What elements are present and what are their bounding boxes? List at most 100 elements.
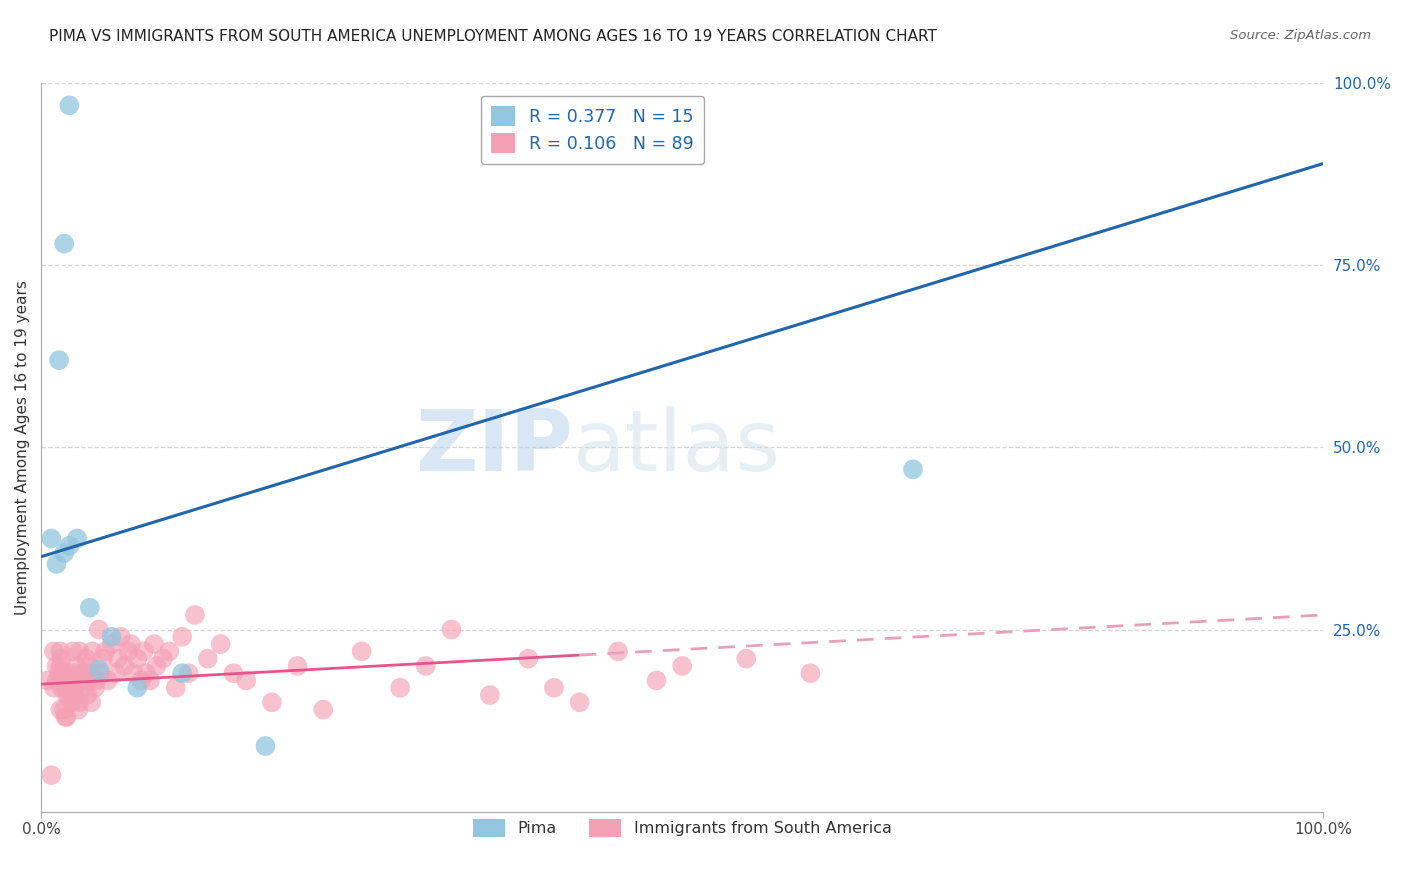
Text: Source: ZipAtlas.com: Source: ZipAtlas.com: [1230, 29, 1371, 42]
Point: [120, 637, 142, 651]
Point: [60, 695, 83, 709]
Point: [79, 659, 101, 673]
Point: [77, 673, 100, 688]
Point: [66, 659, 89, 673]
Point: [139, 673, 162, 688]
Y-axis label: Unemployment Among Ages 16 to 19 years: Unemployment Among Ages 16 to 19 years: [15, 280, 30, 615]
Text: atlas: atlas: [574, 406, 782, 489]
Point: [69, 644, 91, 658]
Point: [82, 666, 104, 681]
Point: [260, 695, 283, 709]
Point: [84, 681, 107, 695]
Point: [607, 644, 630, 658]
Point: [41, 532, 63, 546]
Point: [73, 681, 96, 695]
Point: [543, 681, 565, 695]
Point: [76, 688, 98, 702]
Point: [100, 637, 122, 651]
Point: [55, 710, 77, 724]
Point: [91, 651, 114, 665]
Point: [127, 651, 149, 665]
Point: [110, 630, 132, 644]
Point: [49, 703, 72, 717]
Point: [478, 688, 501, 702]
Point: [87, 623, 110, 637]
Point: [72, 666, 94, 681]
Point: [122, 666, 145, 681]
Point: [94, 644, 117, 658]
Point: [59, 673, 82, 688]
Point: [58, 688, 80, 702]
Point: [350, 644, 373, 658]
Point: [100, 630, 122, 644]
Point: [45, 673, 67, 688]
Point: [55, 688, 77, 702]
Point: [254, 739, 277, 753]
Point: [48, 666, 70, 681]
Point: [66, 532, 89, 546]
Point: [67, 703, 90, 717]
Point: [235, 673, 257, 688]
Point: [799, 666, 821, 681]
Point: [568, 695, 591, 709]
Point: [114, 659, 136, 673]
Point: [165, 681, 187, 695]
Point: [142, 637, 165, 651]
Point: [132, 644, 155, 658]
Point: [735, 651, 758, 665]
Point: [65, 688, 87, 702]
Point: [87, 663, 110, 677]
Point: [97, 673, 120, 688]
Point: [70, 673, 93, 688]
Point: [53, 236, 76, 251]
Point: [79, 600, 101, 615]
Point: [58, 539, 80, 553]
Text: PIMA VS IMMIGRANTS FROM SOUTH AMERICA UNEMPLOYMENT AMONG AGES 16 TO 19 YEARS COR: PIMA VS IMMIGRANTS FROM SOUTH AMERICA UN…: [49, 29, 936, 44]
Point: [129, 673, 152, 688]
Point: [45, 557, 67, 571]
Point: [41, 768, 63, 782]
Point: [53, 546, 76, 560]
Point: [82, 644, 104, 658]
Point: [107, 651, 129, 665]
Point: [127, 681, 149, 695]
Text: ZIP: ZIP: [415, 406, 574, 489]
Point: [645, 673, 668, 688]
Point: [287, 659, 309, 673]
Point: [62, 681, 84, 695]
Point: [222, 666, 245, 681]
Point: [117, 644, 139, 658]
Point: [172, 666, 194, 681]
Point: [172, 630, 194, 644]
Point: [42, 644, 65, 658]
Point: [45, 659, 67, 673]
Point: [415, 659, 437, 673]
Point: [49, 644, 72, 658]
Point: [55, 710, 77, 724]
Point: [37, 673, 59, 688]
Point: [671, 659, 693, 673]
Point: [135, 666, 157, 681]
Point: [48, 353, 70, 368]
Point: [49, 659, 72, 673]
Point: [440, 623, 463, 637]
Point: [53, 681, 76, 695]
Legend: Pima, Immigrants from South America: Pima, Immigrants from South America: [467, 813, 898, 844]
Point: [58, 681, 80, 695]
Point: [69, 695, 91, 709]
Point: [901, 462, 924, 476]
Point: [89, 666, 111, 681]
Point: [517, 651, 540, 665]
Point: [58, 98, 80, 112]
Point: [51, 681, 73, 695]
Point: [157, 644, 180, 658]
Point: [63, 666, 86, 681]
Point: [152, 651, 174, 665]
Point: [209, 637, 232, 651]
Point: [75, 651, 97, 665]
Point: [42, 681, 65, 695]
Point: [52, 666, 75, 681]
Point: [80, 695, 103, 709]
Point: [51, 651, 73, 665]
Point: [104, 666, 127, 681]
